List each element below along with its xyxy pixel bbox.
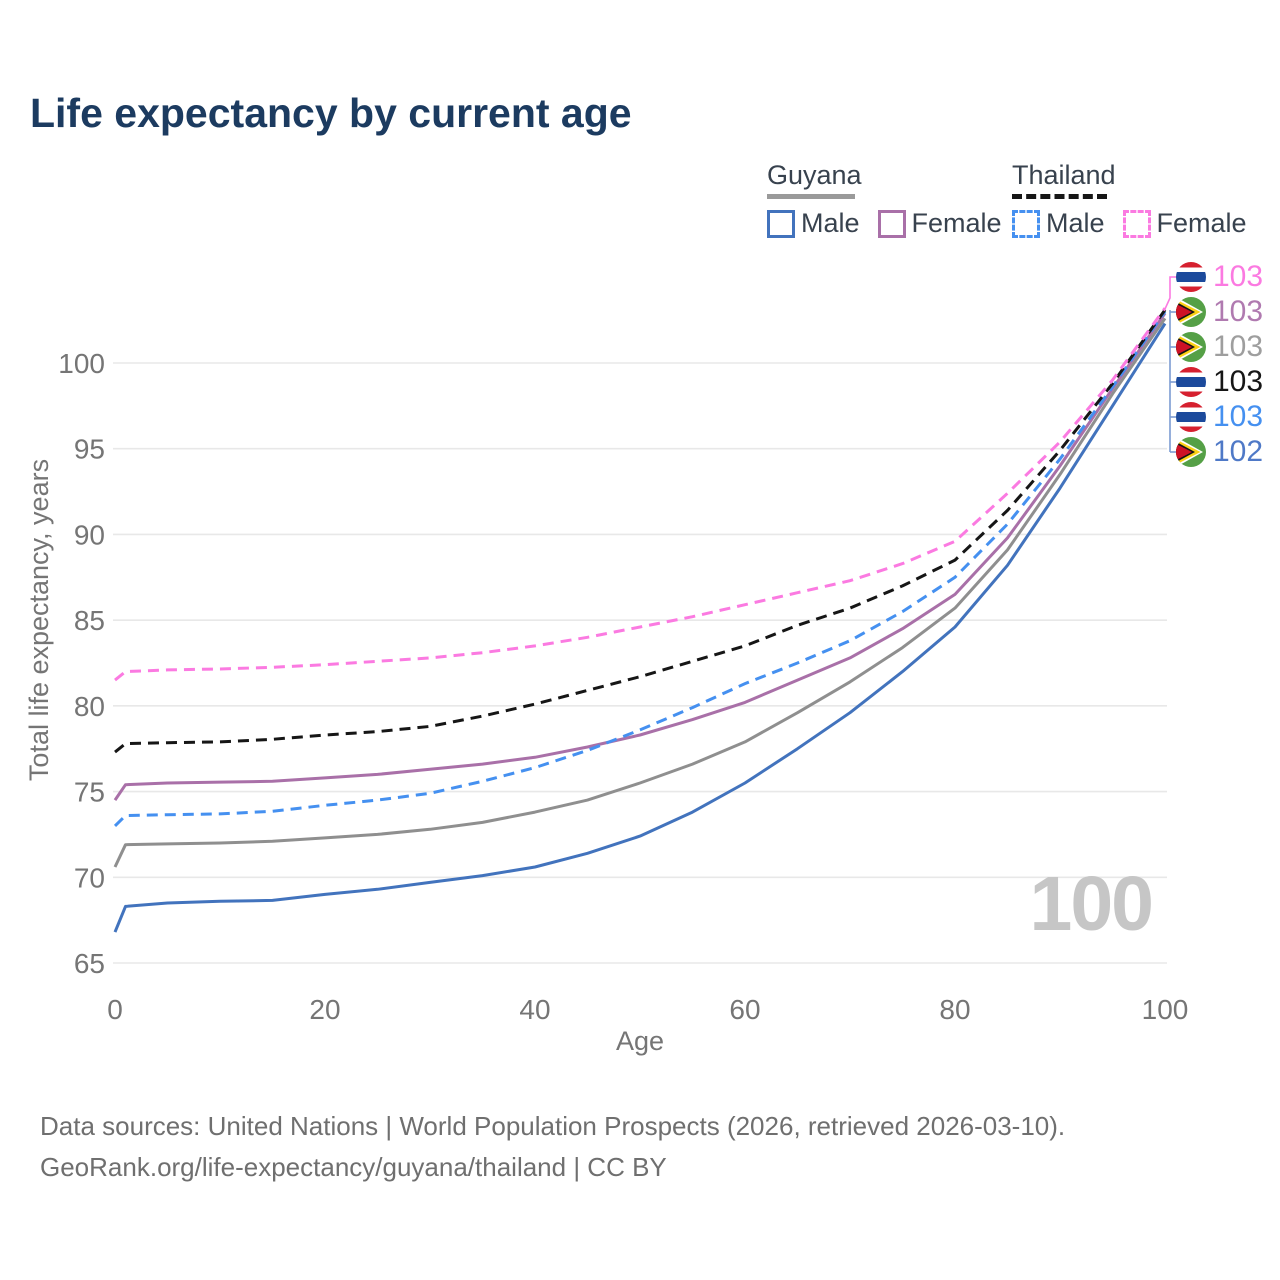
y-axis-title: Total life expectancy, years — [24, 459, 54, 781]
thailand-flag-icon — [1176, 402, 1206, 432]
legend-group-guyana: Guyana Male Female — [767, 160, 1020, 239]
end-label-row: 103 — [1176, 262, 1263, 292]
guyana-male-swatch-icon — [767, 209, 795, 238]
legend-label-guyana-female: Female — [911, 208, 1002, 238]
x-tick-label: 40 — [519, 994, 550, 1025]
series-line-guyana_female — [113, 312, 1167, 801]
y-tick-label: 65 — [74, 948, 105, 979]
guyana-flag-icon — [1176, 332, 1206, 362]
legend-group-thailand: Thailand Male Female — [1012, 160, 1265, 239]
thailand-flag-icon — [1176, 262, 1206, 292]
thailand-male-swatch-icon — [1012, 209, 1040, 238]
footer: Data sources: United Nations | World Pop… — [40, 1106, 1065, 1188]
end-label-value: 102 — [1213, 435, 1264, 468]
series-line-thailand_female — [114, 307, 1167, 682]
series-line-guyana_both — [113, 317, 1167, 868]
thailand-female-swatch-icon — [1122, 209, 1151, 238]
guyana-flag-icon — [1176, 297, 1206, 327]
x-tick-label: 80 — [939, 994, 970, 1025]
y-tick-label: 85 — [74, 605, 105, 636]
leader-line-top — [1164, 276, 1176, 310]
series-line-thailand_both — [114, 309, 1167, 754]
guyana-female-swatch-icon — [877, 209, 906, 238]
end-label-row: 103 — [1176, 402, 1263, 432]
y-tick-label: 100 — [58, 348, 105, 379]
legend-label-thailand-female: Female — [1156, 208, 1247, 238]
y-tick-label: 95 — [74, 434, 105, 465]
x-tick-label: 60 — [729, 994, 760, 1025]
y-tick-label: 90 — [74, 519, 105, 550]
thailand-flag-icon — [1176, 367, 1206, 397]
legend-item-guyana-male[interactable]: Male — [767, 208, 860, 239]
legend-item-thailand-male[interactable]: Male — [1012, 208, 1105, 239]
end-label-row: 103 — [1176, 297, 1263, 327]
end-label-value: 103 — [1213, 295, 1264, 328]
end-label-value: 103 — [1213, 400, 1264, 433]
guyana-flag-icon — [1176, 437, 1206, 467]
legend-country-thailand-label: Thailand — [1012, 160, 1116, 190]
end-label-row: 103 — [1176, 367, 1263, 397]
legend-country-guyana-label: Guyana — [767, 160, 862, 190]
end-label-row: 103 — [1176, 332, 1263, 362]
x-tick-label: 20 — [309, 994, 340, 1025]
y-tick-label: 70 — [74, 862, 105, 893]
series-line-guyana_male — [113, 322, 1167, 933]
legend-item-thailand-female[interactable]: Female — [1122, 208, 1247, 239]
end-label-row: 102 — [1176, 437, 1263, 467]
end-label-value: 103 — [1213, 365, 1264, 398]
legend-label-guyana-male: Male — [801, 208, 860, 238]
age-counter-watermark: 100 — [1029, 861, 1154, 947]
x-axis-title: Age — [616, 1026, 664, 1056]
end-label-value: 103 — [1213, 260, 1264, 293]
x-tick-label: 0 — [107, 994, 123, 1025]
guyana-combined-line-swatch — [767, 194, 855, 199]
page-title: Life expectancy by current age — [30, 90, 632, 136]
series-line-thailand_male — [113, 310, 1167, 827]
data-sources-line: Data sources: United Nations | World Pop… — [40, 1111, 1066, 1141]
end-label-value: 103 — [1213, 330, 1264, 363]
y-tick-label: 75 — [74, 777, 105, 808]
attribution-line: GeoRank.org/life-expectancy/guyana/thail… — [40, 1152, 667, 1182]
legend-item-guyana-female[interactable]: Female — [877, 208, 1002, 239]
legend-label-thailand-male: Male — [1046, 208, 1105, 238]
thailand-combined-line-swatch — [1012, 194, 1107, 199]
x-tick-label: 100 — [1142, 994, 1189, 1025]
y-tick-label: 80 — [74, 691, 105, 722]
